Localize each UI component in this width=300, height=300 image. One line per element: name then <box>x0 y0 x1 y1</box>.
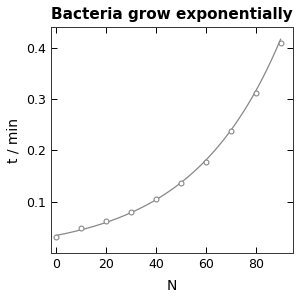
Y-axis label: t / min: t / min <box>7 118 21 163</box>
X-axis label: N: N <box>167 279 177 293</box>
Title: Bacteria grow exponentially: Bacteria grow exponentially <box>51 7 293 22</box>
